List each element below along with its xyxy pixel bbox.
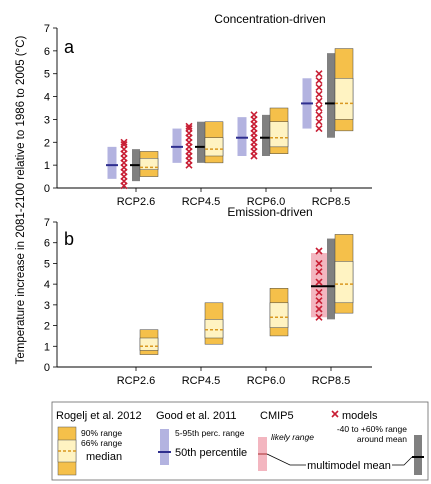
- panel-a-ytick-label-2: 2: [44, 137, 50, 149]
- legend-rogelj-66-label: 66% range: [81, 438, 122, 448]
- panel-b-likely-range-rcp8-5: [311, 253, 327, 318]
- legend-good-range-label: 5-95th perc. range: [175, 428, 245, 438]
- legend-mmm-range-label: -40 to +60% range: [337, 424, 407, 434]
- legend-likely-label: likely range: [271, 432, 314, 442]
- panel-b-title: Emission-driven: [227, 205, 312, 219]
- legend-mmm-connector: [266, 453, 306, 466]
- panel-b-ytick-label-2: 2: [44, 321, 50, 333]
- panel-b-rogelj-66-rcp8-5: [334, 261, 354, 304]
- panel-a-ytick-label-3: 3: [44, 114, 50, 126]
- panel-b-model-rcp8-5-5: [315, 268, 323, 276]
- legend-rogelj-title: Rogelj et al. 2012: [56, 410, 142, 422]
- panel-b-ytick-label-5: 5: [44, 258, 50, 270]
- panel-b-model-rcp8-5-7: [315, 247, 323, 255]
- legend-frame: [51, 401, 429, 481]
- panel-b-rogelj-66-rcp6-0: [269, 302, 289, 328]
- panel-b: 0 1 2 3 4 5 6 7 RCP2.6 RCP4.5 RCP6.0 RCP8.5: [44, 217, 372, 387]
- y-axis-label: Temperature increase in 2081-2100 relati…: [15, 35, 27, 364]
- panel-b-ytick-label-7: 7: [44, 217, 50, 229]
- legend-mmm-range-swatch: [414, 435, 422, 475]
- panel-a-model-rcp8-5-4: [315, 97, 323, 105]
- panel-a-rogelj-66-rcp4-5: [204, 137, 224, 157]
- panel-a-model-rcp8-5-3: [315, 104, 323, 112]
- panel-b-model-rcp8-5-2: [315, 297, 323, 305]
- panel-a-rogelj-66-rcp8-5: [334, 78, 354, 120]
- panel-b-rogelj-66-rcp4-5: [204, 319, 224, 339]
- legend-mmm-mean-label: multimodel mean: [307, 460, 391, 472]
- panel-a-ytick-label-6: 6: [44, 46, 50, 58]
- panel-b-xtick-label-rcp2-6: RCP2.6: [117, 375, 156, 387]
- panel-a-xtick-label-rcp8-5: RCP8.5: [312, 196, 351, 208]
- panel-b-ytick-label-4: 4: [44, 279, 50, 291]
- panel-a-model-rcp8-5-1: [315, 118, 323, 126]
- panel-b-xtick-label-rcp8-5: RCP8.5: [312, 375, 351, 387]
- panel-a-model-rcp8-5-0: [315, 125, 323, 133]
- panel-a-ytick-label-4: 4: [44, 92, 50, 104]
- panel-a-model-rcp8-5-6: [315, 83, 323, 91]
- panel-b-model-rcp8-5-1: [315, 305, 323, 313]
- panel-a-model-rcp6-0-9: [250, 111, 258, 119]
- legend-good-range-swatch: [160, 429, 169, 465]
- panel-a-label: a: [64, 37, 75, 57]
- legend-models-label: models: [342, 410, 378, 422]
- panel-a-model-rcp4-5-9: [185, 122, 193, 130]
- panel-a-mmm-range-rcp8-5: [327, 53, 335, 138]
- panel-b-model-rcp8-5-4: [315, 278, 323, 286]
- panel-b-model-rcp8-5-3: [315, 288, 323, 296]
- panel-b-rogelj-66-rcp2-6: [139, 337, 159, 351]
- panel-a-model-rcp8-5-5: [315, 90, 323, 98]
- panel-a-mmm-range-rcp4-5: [197, 121, 205, 163]
- panel-b-ytick-label-3: 3: [44, 300, 50, 312]
- panel-a-good-range-rcp4-5: [172, 128, 182, 163]
- legend-cmip5-title: CMIP5: [260, 410, 294, 422]
- panel-a-ytick-label-7: 7: [44, 23, 50, 35]
- panel-a-model-rcp8-5-2: [315, 111, 323, 119]
- panel-a-xtick-label-rcp4-5: RCP4.5: [182, 196, 221, 208]
- panel-b-mmm-range-rcp8-5: [327, 238, 335, 320]
- panel-a-rogelj-66-rcp6-0: [269, 121, 289, 148]
- panel-b-model-rcp8-5-6: [315, 259, 323, 267]
- panel-a-xtick-label-rcp6-0: RCP6.0: [247, 196, 286, 208]
- legend: Rogelj et al. 2012 90% range 66% range m…: [51, 401, 429, 481]
- legend-mmm-range-label-2: around mean: [357, 434, 407, 444]
- panel-a-model-rcp4-5-8: [185, 125, 193, 133]
- panel-a-model-rcp8-5-8: [315, 70, 323, 78]
- panel-a-ytick-label-0: 0: [44, 183, 50, 195]
- panel-a-ytick-label-1: 1: [44, 160, 50, 172]
- panel-a-xtick-label-rcp2-6: RCP2.6: [117, 196, 156, 208]
- panel-b-ytick-label-0: 0: [44, 362, 50, 374]
- legend-good-median-label: 50th percentile: [175, 447, 247, 459]
- panel-a-model-rcp8-5-7: [315, 77, 323, 85]
- panel-a-mmm-range-rcp6-0: [262, 114, 270, 156]
- panel-a-model-rcp2-6-10: [120, 138, 128, 146]
- panel-a-good-range-rcp6-0: [237, 117, 247, 156]
- panel-b-model-rcp8-5-0: [315, 313, 323, 321]
- panel-a-rogelj-66-rcp2-6: [139, 158, 159, 170]
- legend-rogelj-median-label: median: [86, 451, 122, 463]
- panel-b-xtick-label-rcp6-0: RCP6.0: [247, 375, 286, 387]
- legend-rogelj-90-label: 90% range: [81, 428, 122, 438]
- panel-a-title: Concentration-driven: [214, 12, 325, 26]
- panel-b-label: b: [64, 229, 74, 249]
- legend-models-marker: [331, 410, 339, 418]
- panel-b-ytick-label-6: 6: [44, 238, 50, 250]
- panel-b-xtick-label-rcp4-5: RCP4.5: [182, 375, 221, 387]
- panel-a-ytick-label-5: 5: [44, 69, 50, 81]
- panel-b-ytick-label-1: 1: [44, 341, 50, 353]
- legend-mmm-connector-2: [392, 456, 413, 466]
- panel-a-good-range-rcp2-6: [107, 146, 117, 179]
- panel-a: 0 1 2 3 4 5 6 7 RCP2.6 RCP4.5 RCP6.0 RCP8.5: [44, 23, 372, 208]
- panel-a-model-rcp2-6-9: [120, 141, 128, 149]
- legend-good-title: Good et al. 2011: [156, 410, 237, 422]
